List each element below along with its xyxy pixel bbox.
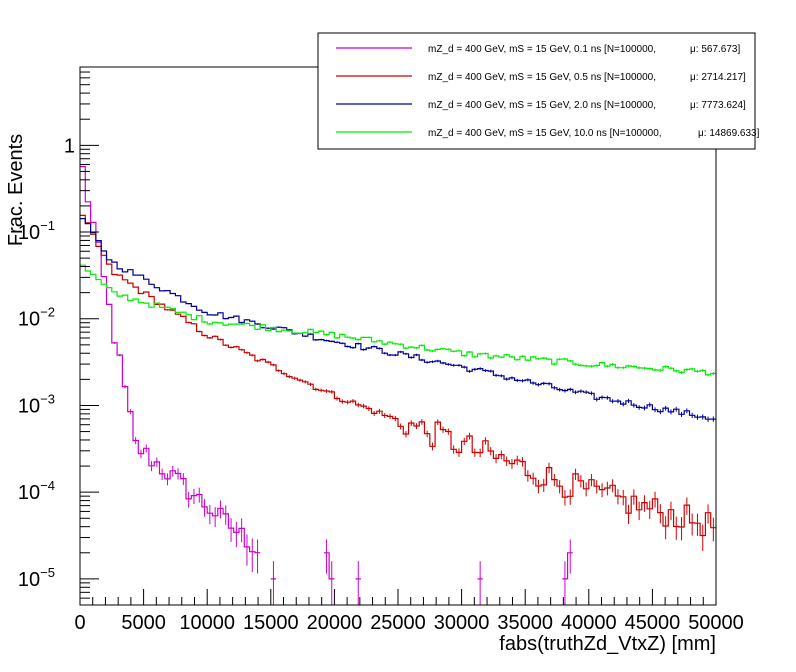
x-tick-label: 10000 bbox=[179, 612, 235, 634]
x-tick-label: 35000 bbox=[497, 612, 553, 634]
legend-label: mZ_d = 400 GeV, mS = 15 GeV, 0.1 ns [N=1… bbox=[428, 44, 656, 55]
series-line bbox=[80, 214, 716, 537]
series-layer bbox=[80, 166, 716, 605]
x-tick-label: 45000 bbox=[625, 612, 681, 634]
series-line bbox=[80, 264, 716, 376]
series-2-0-ns-group bbox=[80, 218, 716, 423]
legend-label: mZ_d = 400 GeV, mS = 15 GeV, 10.0 ns [N=… bbox=[428, 128, 662, 139]
legend-label: mZ_d = 400 GeV, mS = 15 GeV, 0.5 ns [N=1… bbox=[428, 72, 656, 83]
legend-box bbox=[317, 32, 756, 150]
series-line bbox=[80, 218, 716, 420]
series-10-0-ns-group bbox=[80, 264, 716, 377]
legend-mean: μ: 7773.624] bbox=[690, 100, 746, 111]
x-axis-title: fabs(truthZd_VtxZ) [mm] bbox=[499, 633, 716, 655]
x-tick-label: 15000 bbox=[243, 612, 299, 634]
x-tick-label: 5000 bbox=[121, 612, 166, 634]
x-tick-label: 40000 bbox=[561, 612, 617, 634]
x-tick-label: 50000 bbox=[688, 612, 744, 634]
axis-layer: 0 5000 10000 15000 20000 25000 30000 35000 40000… bbox=[18, 66, 744, 634]
legend-mean: μ: 14869.633] bbox=[698, 128, 760, 139]
x-tick-label: 0 bbox=[74, 612, 85, 634]
x-tick-label: 25000 bbox=[370, 612, 426, 634]
legend-mean: μ: 2714.217] bbox=[690, 72, 746, 83]
series-0-1-ns-group bbox=[80, 166, 573, 605]
legend-mean: μ: 567.673] bbox=[690, 44, 740, 55]
x-tick-label: 30000 bbox=[434, 612, 490, 634]
legend: mZ_d = 400 GeV, mS = 15 GeV, 0.1 ns [N=1… bbox=[317, 32, 760, 150]
x-tick-label: 20000 bbox=[307, 612, 363, 634]
series-0-5-ns-group bbox=[80, 214, 716, 551]
y-tick-label: 1 bbox=[64, 135, 75, 157]
legend-label: mZ_d = 400 GeV, mS = 15 GeV, 2.0 ns [N=1… bbox=[428, 100, 656, 111]
series-line bbox=[80, 166, 573, 580]
y-axis-title: Frac. Events bbox=[5, 134, 27, 246]
